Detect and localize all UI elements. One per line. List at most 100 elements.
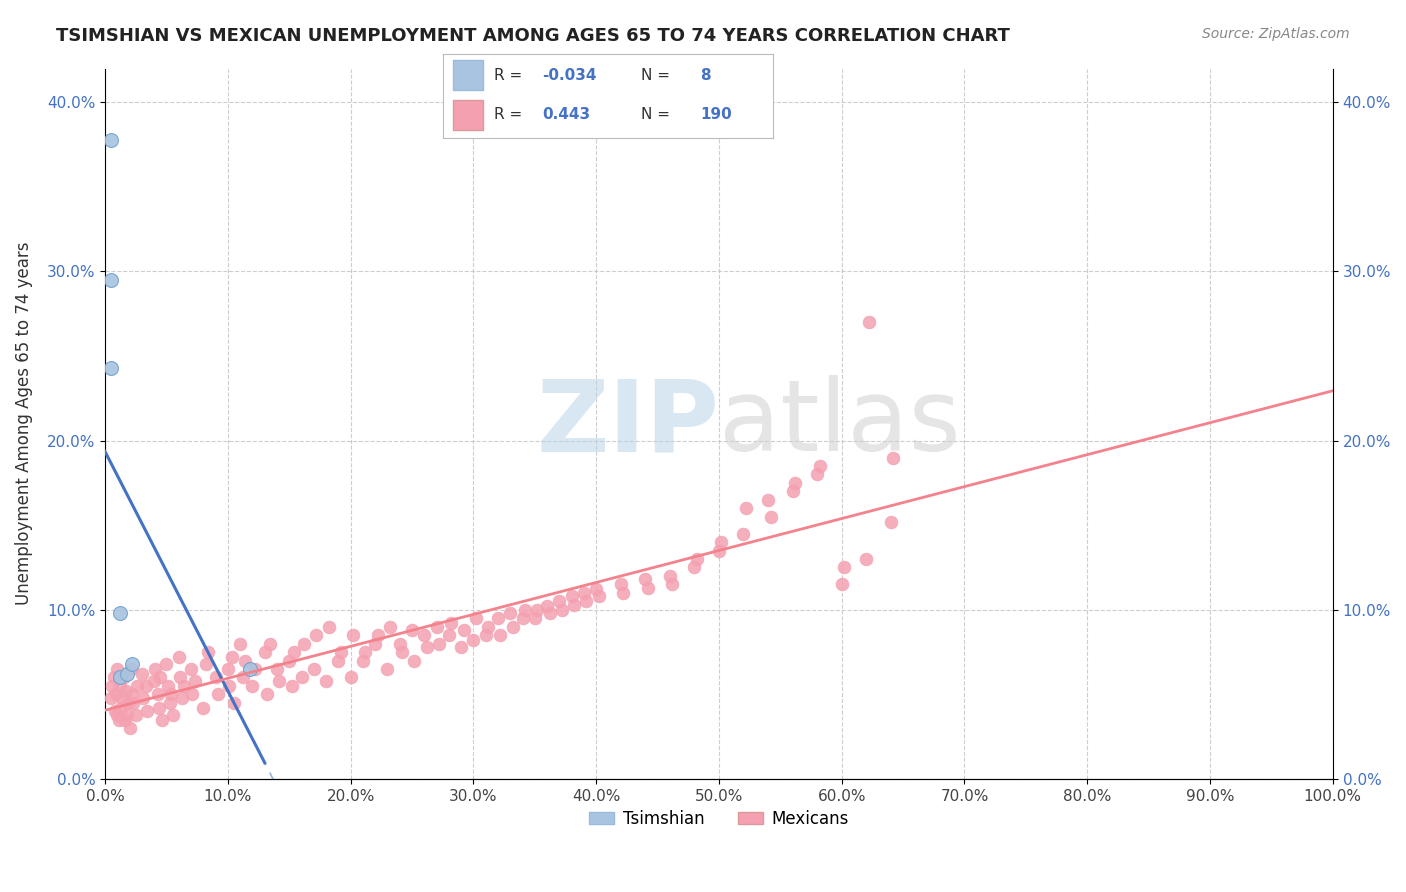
Point xyxy=(388,637,411,651)
Point xyxy=(280,679,302,693)
Point xyxy=(156,679,179,693)
Point xyxy=(115,707,138,722)
Point xyxy=(391,645,413,659)
Point xyxy=(437,628,460,642)
Point xyxy=(318,620,340,634)
Point xyxy=(832,560,855,574)
Point xyxy=(145,662,167,676)
Point xyxy=(101,679,124,693)
Point xyxy=(526,603,548,617)
Point xyxy=(499,606,522,620)
Point xyxy=(416,640,439,654)
Text: 8: 8 xyxy=(700,68,711,83)
Point xyxy=(637,581,659,595)
Point xyxy=(105,662,128,676)
Point xyxy=(108,679,131,693)
Point xyxy=(180,662,202,676)
Point xyxy=(733,526,755,541)
Text: atlas: atlas xyxy=(718,376,960,472)
Point xyxy=(239,662,262,676)
Point xyxy=(661,577,683,591)
Point xyxy=(125,679,148,693)
Point xyxy=(100,273,122,287)
Point xyxy=(104,704,127,718)
Point xyxy=(536,599,558,614)
Point xyxy=(686,552,709,566)
Point xyxy=(131,667,153,681)
Point xyxy=(735,501,758,516)
Point xyxy=(464,611,486,625)
Point xyxy=(253,645,276,659)
Bar xyxy=(453,100,482,130)
Point xyxy=(808,458,831,473)
Point xyxy=(831,577,853,591)
Point xyxy=(502,620,524,634)
Point xyxy=(354,645,377,659)
Point xyxy=(167,650,190,665)
Point xyxy=(221,650,243,665)
Point xyxy=(486,611,509,625)
Point xyxy=(548,594,571,608)
Point xyxy=(115,684,138,698)
Point xyxy=(858,315,880,329)
Point xyxy=(756,492,779,507)
Point xyxy=(339,670,361,684)
Point xyxy=(315,673,337,688)
Point xyxy=(683,560,706,574)
Text: R =: R = xyxy=(494,107,523,121)
Point xyxy=(115,667,138,681)
Point xyxy=(112,670,135,684)
Point xyxy=(658,569,681,583)
Text: N =: N = xyxy=(641,107,671,121)
Point xyxy=(882,450,904,465)
Point xyxy=(352,653,374,667)
Point xyxy=(707,543,730,558)
Point xyxy=(367,628,389,642)
Point xyxy=(111,690,134,705)
Point xyxy=(107,713,129,727)
Point xyxy=(173,679,195,693)
Point xyxy=(302,662,325,676)
Point xyxy=(283,645,305,659)
Point xyxy=(100,690,122,705)
Point xyxy=(561,589,583,603)
Point xyxy=(364,637,387,651)
Point xyxy=(172,690,194,705)
Point xyxy=(110,701,132,715)
Point xyxy=(181,687,204,701)
Point xyxy=(426,620,449,634)
Point xyxy=(148,701,170,715)
Text: N =: N = xyxy=(641,68,671,83)
Point xyxy=(105,687,128,701)
Point xyxy=(880,515,903,529)
Point xyxy=(233,653,256,667)
Point xyxy=(217,662,239,676)
Y-axis label: Unemployment Among Ages 65 to 74 years: Unemployment Among Ages 65 to 74 years xyxy=(15,242,32,606)
Point xyxy=(121,657,143,671)
Point xyxy=(278,653,301,667)
Point xyxy=(782,484,804,499)
Point xyxy=(122,696,145,710)
Point xyxy=(292,637,315,651)
Point xyxy=(413,628,436,642)
Point xyxy=(162,707,184,722)
Text: -0.034: -0.034 xyxy=(543,68,596,83)
Point xyxy=(242,679,264,693)
Point xyxy=(806,467,828,482)
Point xyxy=(450,640,472,654)
Point xyxy=(538,606,561,620)
Point xyxy=(207,687,229,701)
Point xyxy=(132,690,155,705)
Text: ZIP: ZIP xyxy=(536,376,718,472)
Point xyxy=(551,603,574,617)
Point xyxy=(266,662,288,676)
Point xyxy=(759,509,782,524)
Point xyxy=(453,623,475,637)
Point xyxy=(588,589,610,603)
Point xyxy=(159,696,181,710)
Point xyxy=(121,687,143,701)
Point xyxy=(229,637,252,651)
Point xyxy=(125,707,148,722)
Point xyxy=(135,704,157,718)
Point xyxy=(329,645,352,659)
